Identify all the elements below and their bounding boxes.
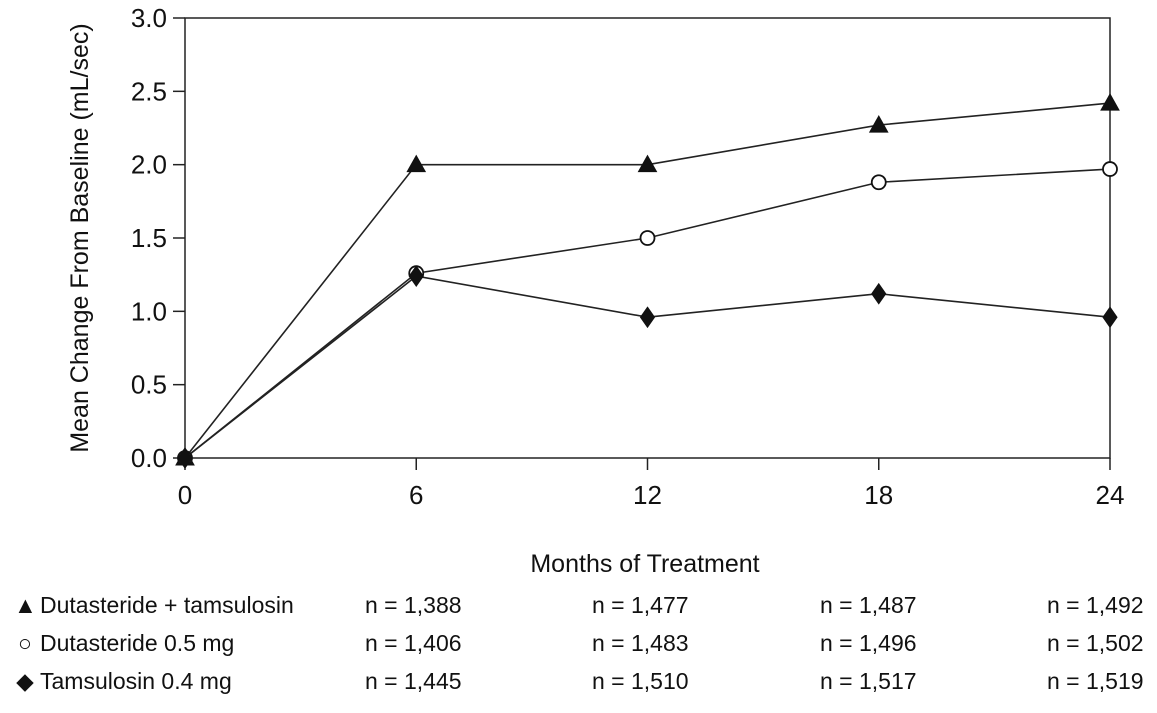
legend-entry: ▲ Dutasteride + tamsulosin (14, 592, 294, 619)
y-tick-label: 1.0 (131, 296, 167, 326)
data-point (1100, 93, 1120, 111)
x-tick-label: 18 (864, 480, 893, 510)
y-tick-label: 2.5 (131, 76, 167, 106)
data-point (1102, 161, 1118, 177)
x-tick-label: 6 (409, 480, 423, 510)
sample-size-row: ◆ Tamsulosin 0.4 mg n = 1,445 n = 1,510 n = … (0, 668, 1157, 706)
x-tick-label: 24 (1096, 480, 1125, 510)
y-tick-label: 2.0 (131, 150, 167, 180)
y-axis: 0.0 0.5 1.0 1.5 2.0 2.5 3.0 (131, 3, 185, 473)
sample-size-cell: n = 1,502 (1047, 630, 1144, 656)
y-tick-label: 0.5 (131, 370, 167, 400)
sample-size-cell: n = 1,517 (820, 668, 917, 694)
sample-size-row: ○ Dutasteride 0.5 mg n = 1,406 n = 1,483 n =… (0, 630, 1157, 668)
legend-label: Dutasteride + tamsulosin (40, 592, 294, 618)
y-axis-title: Mean Change From Baseline (mL/sec) (66, 23, 94, 452)
data-point (639, 230, 656, 246)
sample-size-cell: n = 1,487 (820, 592, 917, 618)
legend-entry: ○ Dutasteride 0.5 mg (14, 630, 234, 657)
data-point (639, 306, 656, 329)
sample-size-cell: n = 1,406 (365, 630, 462, 656)
sample-size-cell: n = 1,445 (365, 668, 462, 694)
sample-size-cell: n = 1,492 (1047, 592, 1144, 618)
x-tick-label: 12 (633, 480, 662, 510)
sample-size-row: ▲ Dutasteride + tamsulosin n = 1,388 n = 1,… (0, 592, 1157, 630)
legend-entry: ◆ Tamsulosin 0.4 mg (14, 668, 232, 695)
x-axis: 0 6 12 18 24 (178, 458, 1125, 510)
legend-label: Tamsulosin 0.4 mg (40, 668, 232, 694)
sample-size-cell: n = 1,496 (820, 630, 917, 656)
line-chart: 0.0 0.5 1.0 1.5 2.0 2.5 3.0 0 6 12 18 24 Months of… (66, 3, 1125, 578)
y-tick-label: 3.0 (131, 3, 167, 33)
data-point (868, 115, 889, 133)
legend-label: Dutasteride 0.5 mg (40, 630, 235, 656)
x-axis-title: Months of Treatment (530, 550, 759, 578)
legend-marker-icon: ▲ (14, 592, 37, 618)
series-line-2 (184, 275, 1111, 459)
x-tick-label: 0 (178, 480, 192, 510)
legend-marker-icon: ○ (18, 630, 32, 656)
sample-size-cell: n = 1,510 (592, 668, 689, 694)
sample-size-table: ▲ Dutasteride + tamsulosin n = 1,388 n = 1,… (0, 592, 1157, 706)
data-point (406, 154, 427, 173)
sample-size-cell: n = 1,483 (592, 630, 689, 656)
data-point (870, 174, 887, 191)
data-point (408, 265, 424, 288)
sample-size-cell: n = 1,388 (365, 592, 462, 618)
data-point (871, 282, 887, 305)
sample-size-cell: n = 1,519 (1047, 668, 1144, 694)
legend-marker-icon: ◆ (16, 668, 34, 694)
data-point (637, 154, 658, 173)
series-markers (175, 93, 1120, 469)
sample-size-cell: n = 1,477 (592, 592, 689, 618)
y-tick-label: 0.0 (131, 443, 167, 473)
data-point (1102, 306, 1118, 329)
data-point (177, 447, 193, 469)
y-tick-label: 1.5 (131, 223, 167, 253)
